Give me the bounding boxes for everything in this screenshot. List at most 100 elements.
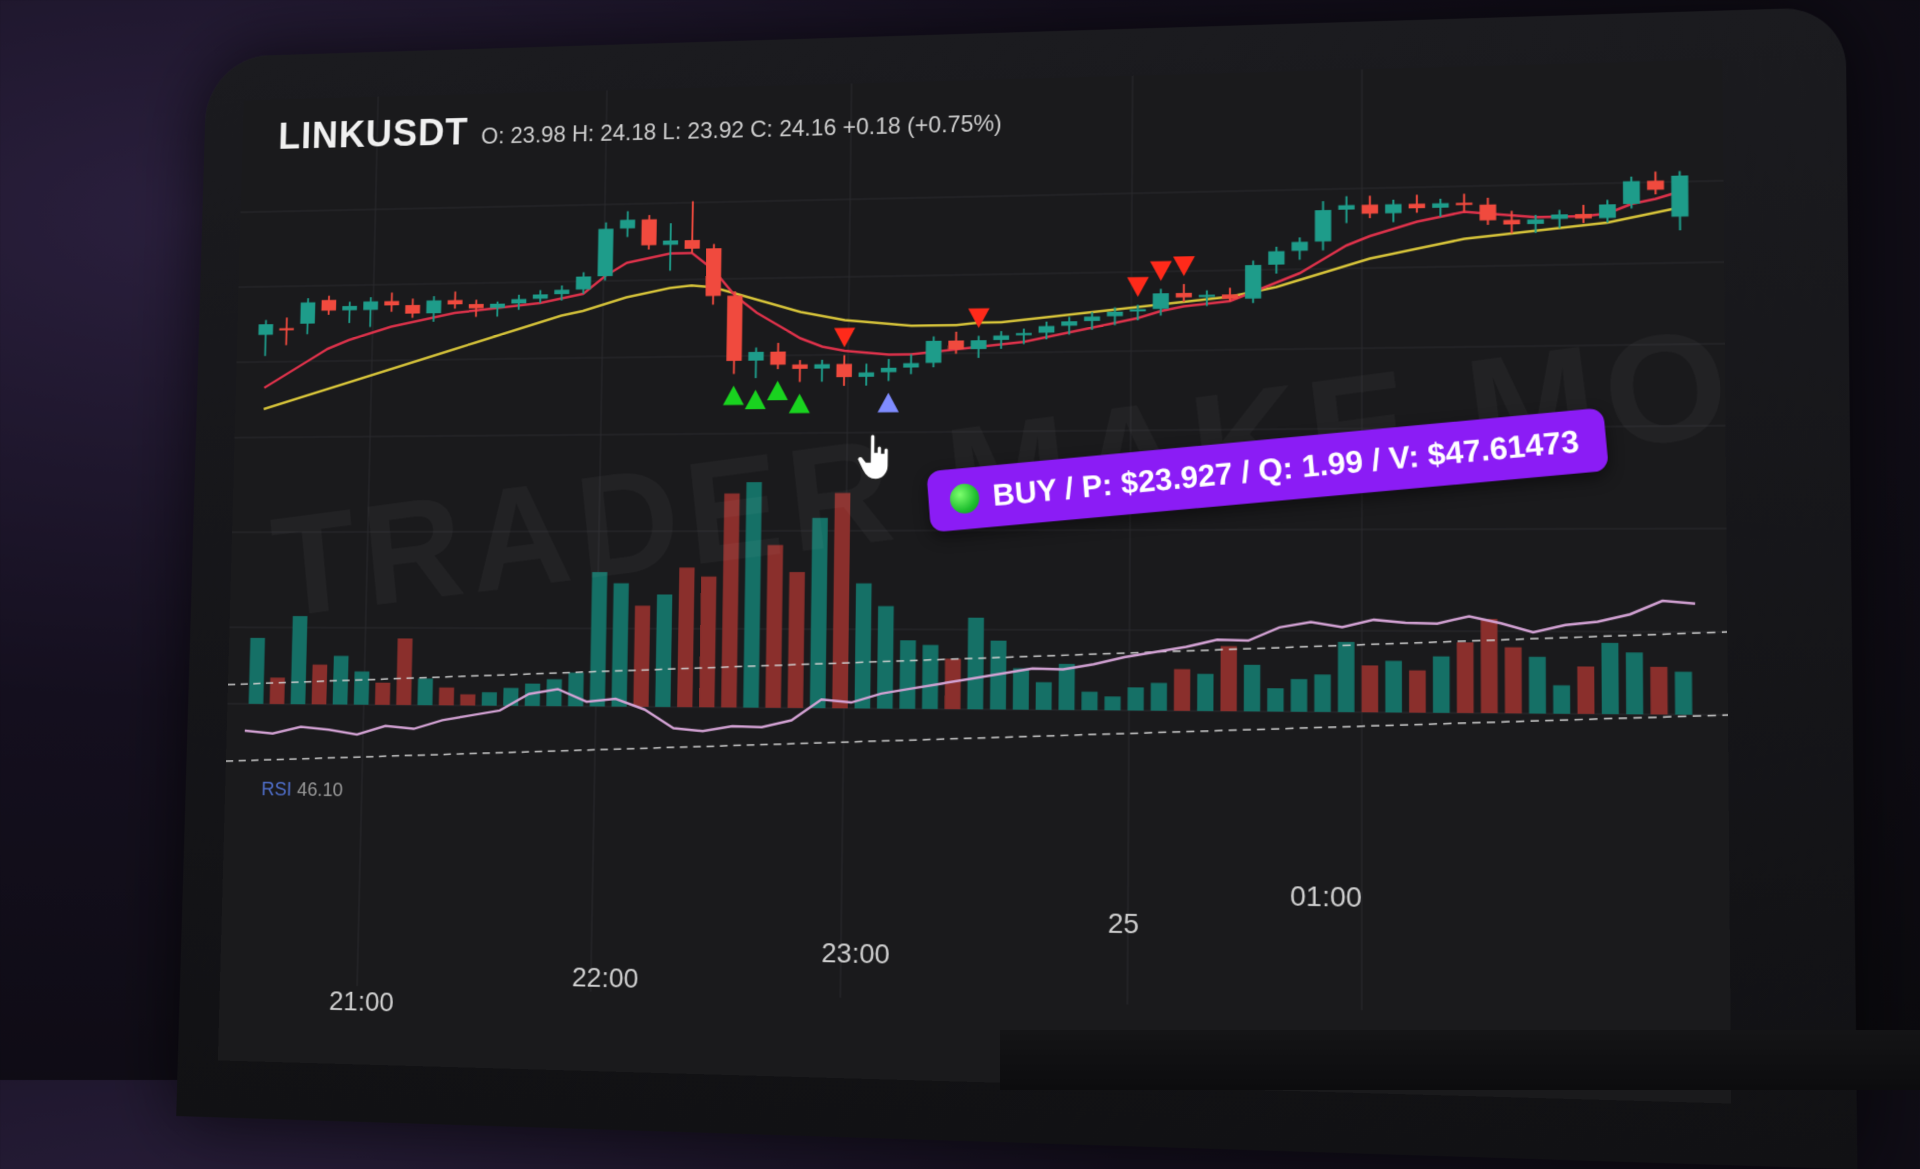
volume-bar <box>312 665 328 705</box>
candle-body <box>321 300 336 311</box>
candle-body <box>1456 203 1473 206</box>
keyboard-area <box>1000 1030 1920 1090</box>
candle-body <box>685 240 700 249</box>
volume-bar <box>460 694 475 705</box>
candle-body <box>363 301 378 310</box>
time-label-25: 25 <box>1108 907 1139 940</box>
candle-body <box>1362 205 1378 214</box>
candle-body <box>1409 204 1426 209</box>
candle-body <box>384 301 399 305</box>
volume-bar <box>482 692 497 706</box>
rsi-name: RSI <box>261 779 292 801</box>
candle-body <box>993 335 1009 340</box>
candle-body <box>279 328 294 330</box>
candle-body <box>1107 312 1123 317</box>
candle-body <box>1671 175 1688 216</box>
rsi-value: 46.10 <box>297 779 343 801</box>
volume-bar <box>1409 670 1426 712</box>
volume-bar <box>1505 647 1522 713</box>
time-label-2100: 21:00 <box>329 985 394 1018</box>
volume-bar <box>546 679 562 706</box>
symbol-label[interactable]: LINKUSDT <box>278 111 469 158</box>
candle-body <box>1292 242 1308 251</box>
sell-marker-icon <box>1127 277 1149 297</box>
candle-body <box>1061 321 1077 326</box>
volume-bar <box>1174 669 1190 711</box>
candle-body <box>490 304 505 309</box>
volume-bar <box>1267 688 1283 711</box>
candle-body <box>814 364 830 369</box>
candle-body <box>748 352 764 361</box>
candle-body <box>1575 214 1592 219</box>
candle-body <box>948 340 964 349</box>
volume-bar <box>1626 652 1643 714</box>
buy-marker-icon <box>789 394 810 414</box>
candle-body <box>859 372 875 377</box>
volume-bar <box>1151 683 1167 711</box>
volume-bar <box>655 594 672 707</box>
candle-body <box>1222 294 1238 299</box>
volume-bar <box>1481 619 1498 713</box>
time-label-2200: 22:00 <box>572 962 639 995</box>
sell-marker-icon <box>834 328 855 348</box>
chart-screen: TRADER MAKE MONEY LINKUSDT O: 23.98 H: 2… <box>218 59 1731 1103</box>
volume-bar <box>375 683 390 705</box>
candle-body <box>1039 326 1055 333</box>
volume-bar <box>354 671 370 704</box>
candle-body <box>792 364 808 369</box>
volume-bar <box>1314 674 1331 712</box>
candle-body <box>1268 251 1284 265</box>
candle-body <box>258 324 273 335</box>
time-label-2300: 23:00 <box>821 937 890 971</box>
candle-body <box>1480 204 1497 220</box>
volume-bar <box>1362 665 1379 712</box>
volume-bar <box>249 638 265 704</box>
grid-line <box>239 262 1724 287</box>
candle-body <box>620 220 635 229</box>
volume-bar <box>1553 685 1570 714</box>
candle-wick <box>286 318 287 346</box>
time-label-0100: 01:00 <box>1290 880 1362 914</box>
volume-bar <box>899 640 916 709</box>
volume-bar <box>1601 643 1618 714</box>
hand-cursor-icon <box>856 432 895 481</box>
volume-bar <box>1128 687 1144 710</box>
volume-bar <box>1650 667 1667 715</box>
volume-bar <box>1577 666 1594 714</box>
candle-body <box>663 240 678 245</box>
sell-marker-icon <box>968 308 990 328</box>
volume-bar <box>568 673 584 707</box>
rsi-lower-band <box>226 704 1729 778</box>
candle-body <box>926 341 942 363</box>
candle-body <box>511 299 526 304</box>
candle-body <box>1016 333 1032 335</box>
status-dot-icon <box>949 482 980 514</box>
candle-wick <box>349 302 350 323</box>
candle-body <box>1599 204 1616 218</box>
volume-bar <box>1058 664 1074 710</box>
candle-body <box>1199 295 1215 297</box>
candle-body <box>971 340 987 349</box>
volume-bar <box>396 638 412 705</box>
volume-bar <box>967 618 984 710</box>
volume-bar <box>1104 696 1120 710</box>
candle-body <box>1130 309 1146 311</box>
candle-body <box>1084 316 1100 321</box>
volume-bar <box>788 572 805 708</box>
volume-bar <box>439 687 454 705</box>
volume-bar <box>1244 665 1261 712</box>
candle-body <box>533 294 548 299</box>
volume-bar <box>1036 682 1052 710</box>
candle-body <box>1176 293 1192 298</box>
candle-body <box>1315 210 1331 242</box>
volume-bar <box>1220 646 1237 711</box>
volume-bar <box>922 645 938 709</box>
candle-body <box>1385 204 1401 213</box>
candle-body <box>1245 265 1261 299</box>
candle-body <box>469 304 484 309</box>
volume-bar <box>1013 668 1029 709</box>
rsi-label: RSI46.10 <box>261 779 343 802</box>
candle-body <box>836 364 852 377</box>
candle-body <box>342 306 357 310</box>
volume-bar <box>1457 642 1474 713</box>
